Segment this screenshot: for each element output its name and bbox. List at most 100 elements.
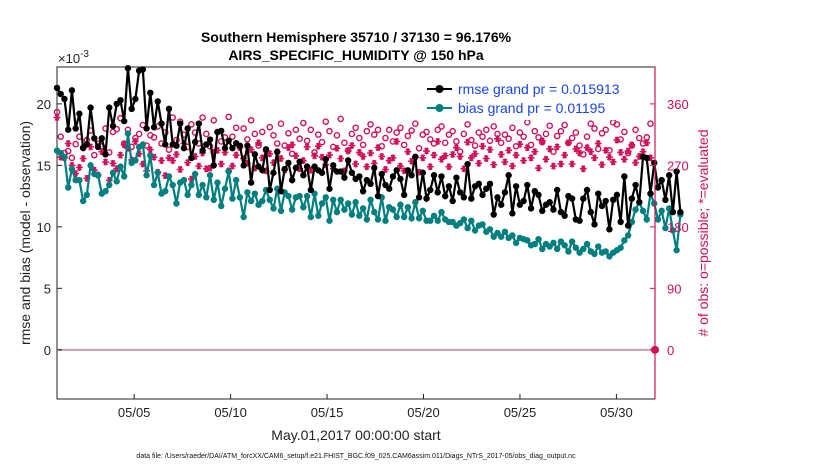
bias-point bbox=[651, 200, 658, 207]
obs-possible-point bbox=[572, 129, 580, 136]
bias-point bbox=[389, 206, 397, 213]
bias-point bbox=[367, 196, 374, 203]
rmse-point bbox=[218, 127, 225, 135]
rmse-point bbox=[53, 84, 61, 92]
obs-possible-point bbox=[490, 123, 498, 130]
obs-possible-point bbox=[285, 129, 292, 137]
rmse-point bbox=[651, 159, 658, 167]
bias-point bbox=[221, 185, 229, 192]
bias-point bbox=[415, 215, 423, 222]
rmse-point bbox=[57, 90, 64, 98]
rmse-point bbox=[98, 135, 105, 142]
bias-point bbox=[673, 247, 680, 254]
plot-area bbox=[56, 66, 656, 400]
obs-evaluated-point bbox=[464, 138, 471, 146]
bias-point bbox=[318, 200, 326, 207]
obs-possible-point bbox=[270, 132, 277, 139]
rmse-point bbox=[449, 197, 456, 205]
obs-possible-point bbox=[68, 154, 76, 162]
obs-evaluated-point bbox=[602, 146, 610, 154]
rmse-point bbox=[397, 175, 404, 183]
rmse-point bbox=[147, 89, 154, 97]
obs-possible-point bbox=[415, 144, 423, 152]
obs-possible-point bbox=[497, 139, 505, 147]
obs-evaluated-point bbox=[393, 138, 401, 145]
bias-point bbox=[326, 217, 333, 224]
rmse-point bbox=[91, 135, 98, 142]
obs-possible-point bbox=[188, 121, 195, 128]
y-tick-label: 5 bbox=[44, 281, 51, 296]
bias-point bbox=[382, 217, 389, 224]
obs-evaluated-point bbox=[561, 151, 569, 159]
rmse-point bbox=[158, 120, 165, 127]
obs-evaluated-point bbox=[423, 147, 430, 155]
rmse-point bbox=[591, 221, 598, 228]
chart-title: Southern Hemisphere 35710 / 37130 = 96.1… bbox=[201, 29, 512, 45]
bias-point bbox=[408, 215, 415, 222]
bias-point bbox=[591, 250, 598, 258]
obs-evaluated-point bbox=[367, 149, 374, 157]
legend-rmse-marker bbox=[435, 85, 444, 93]
rmse-point bbox=[479, 191, 486, 199]
obs-evaluated-point bbox=[550, 162, 557, 170]
rmse-point bbox=[393, 167, 400, 174]
obs-possible-point bbox=[348, 130, 356, 138]
legend: rmse grand pr = 0.015913 bias grand pr =… bbox=[423, 78, 650, 120]
obs-evaluated-point bbox=[542, 155, 550, 163]
rmse-point bbox=[109, 122, 117, 130]
obs-evaluated-point bbox=[434, 138, 442, 145]
bias-point bbox=[658, 207, 665, 215]
bias-point bbox=[333, 208, 341, 216]
obs-possible-point bbox=[475, 129, 483, 136]
bias-point bbox=[397, 201, 404, 208]
y-axis-label: rmse and bias (model - observation) bbox=[17, 121, 33, 345]
y-tick-label: 10 bbox=[37, 220, 51, 235]
bias-point bbox=[143, 172, 150, 179]
bias-point bbox=[643, 216, 650, 223]
rmse-point bbox=[371, 164, 378, 172]
obs-evaluated-point bbox=[508, 162, 516, 170]
rmse-point bbox=[240, 162, 247, 169]
x-tick-label: 05/25 bbox=[504, 405, 537, 420]
obs-possible-point bbox=[326, 127, 333, 135]
y2-axis-label: # of obs: o=possible; *=evaluated bbox=[695, 129, 711, 336]
bias-point bbox=[602, 248, 609, 255]
obs-evaluated-point bbox=[486, 146, 494, 154]
obs-evaluated-point bbox=[591, 154, 598, 162]
bias-point bbox=[218, 202, 225, 210]
obs-possible-point bbox=[307, 126, 315, 134]
obs-evaluated-point bbox=[520, 157, 527, 164]
rmse-point bbox=[483, 185, 490, 192]
obs-evaluated-point bbox=[479, 142, 486, 150]
bias-point bbox=[247, 197, 255, 205]
rmse-point bbox=[285, 159, 292, 167]
rmse-point bbox=[527, 205, 535, 212]
rmse-point bbox=[288, 176, 296, 184]
rmse-point bbox=[199, 147, 206, 154]
rmse-point bbox=[266, 186, 273, 194]
obs-possible-point bbox=[542, 130, 550, 138]
obs-evaluated-point bbox=[538, 137, 546, 145]
y2-tick-label: 180 bbox=[667, 220, 689, 235]
rmse-point bbox=[389, 173, 397, 180]
obs-possible-point bbox=[441, 139, 449, 147]
bias-point bbox=[363, 216, 371, 223]
obs-possible-point bbox=[135, 130, 143, 138]
y-tick-label: 0 bbox=[44, 343, 51, 358]
rmse-point bbox=[609, 196, 617, 203]
obs-evaluated-point bbox=[397, 162, 404, 170]
obs-evaluated-point bbox=[382, 166, 389, 173]
bias-point bbox=[497, 233, 505, 240]
rmse-point bbox=[72, 125, 79, 132]
rmse-point bbox=[539, 207, 546, 215]
bias-point bbox=[471, 227, 479, 234]
rmse-point bbox=[259, 167, 266, 174]
rmse-point bbox=[76, 110, 83, 117]
rmse-point bbox=[300, 172, 307, 179]
obs-possible-point bbox=[266, 123, 274, 131]
obs-possible-point bbox=[531, 127, 539, 135]
x-tick-label: 05/10 bbox=[214, 405, 247, 420]
rmse-point bbox=[150, 124, 158, 131]
rmse-point bbox=[132, 95, 139, 103]
obs-possible-point bbox=[273, 140, 281, 147]
